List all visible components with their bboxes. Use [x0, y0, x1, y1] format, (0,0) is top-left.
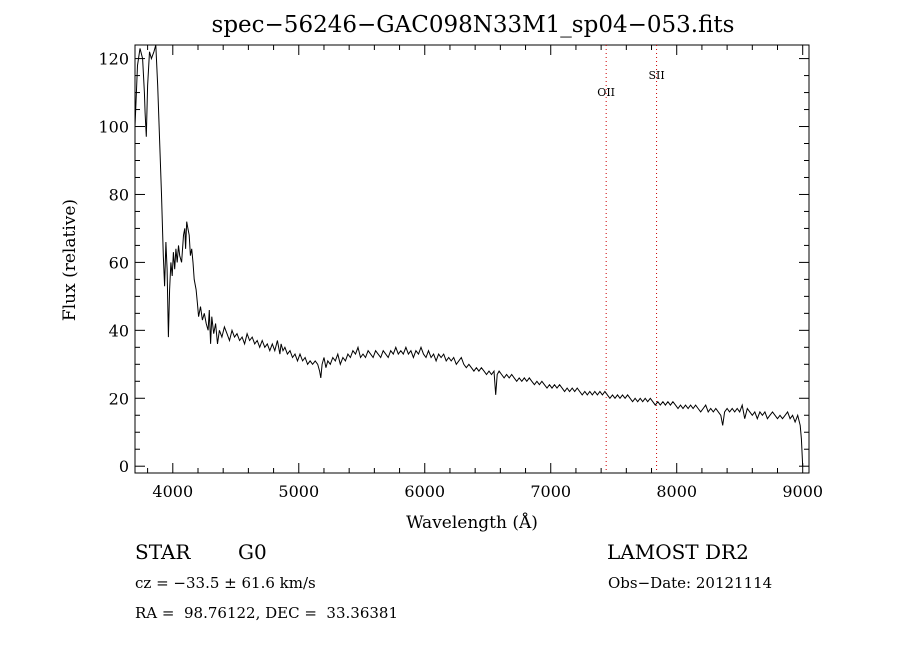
- x-tick-label: 4000: [152, 482, 193, 501]
- chart-title: spec−56246−GAC098N33M1_sp04−053.fits: [212, 12, 735, 38]
- x-tick-label: 6000: [404, 482, 445, 501]
- y-tick-label: 0: [119, 457, 129, 476]
- y-tick-label: 20: [109, 389, 129, 408]
- x-tick-label: 7000: [530, 482, 571, 501]
- plot-frame: [134, 44, 810, 474]
- survey-name: LAMOST DR2: [607, 540, 749, 564]
- y-tick-label: 80: [109, 185, 129, 204]
- x-tick-label: 9000: [782, 482, 823, 501]
- y-tick-label: 100: [98, 118, 129, 137]
- radec-text: RA = 98.76122, DEC = 33.36381: [135, 604, 399, 622]
- emission-line-label: SII: [648, 69, 664, 82]
- y-axis-label: Flux (relative): [60, 199, 80, 321]
- x-axis-label: Wavelength (Å): [406, 512, 538, 533]
- redshift-text: cz = −33.5 ± 61.6 km/s: [135, 574, 316, 592]
- obs-date-text: Obs−Date: 20121114: [608, 574, 773, 592]
- y-tick-label: 40: [109, 321, 129, 340]
- y-tick-label: 120: [98, 50, 129, 69]
- object-subclass: G0: [238, 540, 267, 564]
- y-tick-label: 60: [109, 253, 129, 272]
- x-tick-label: 8000: [656, 482, 697, 501]
- emission-line-label: OII: [597, 86, 615, 99]
- x-tick-label: 5000: [278, 482, 319, 501]
- spectrum-line: [135, 45, 804, 467]
- object-class: STAR: [135, 540, 191, 564]
